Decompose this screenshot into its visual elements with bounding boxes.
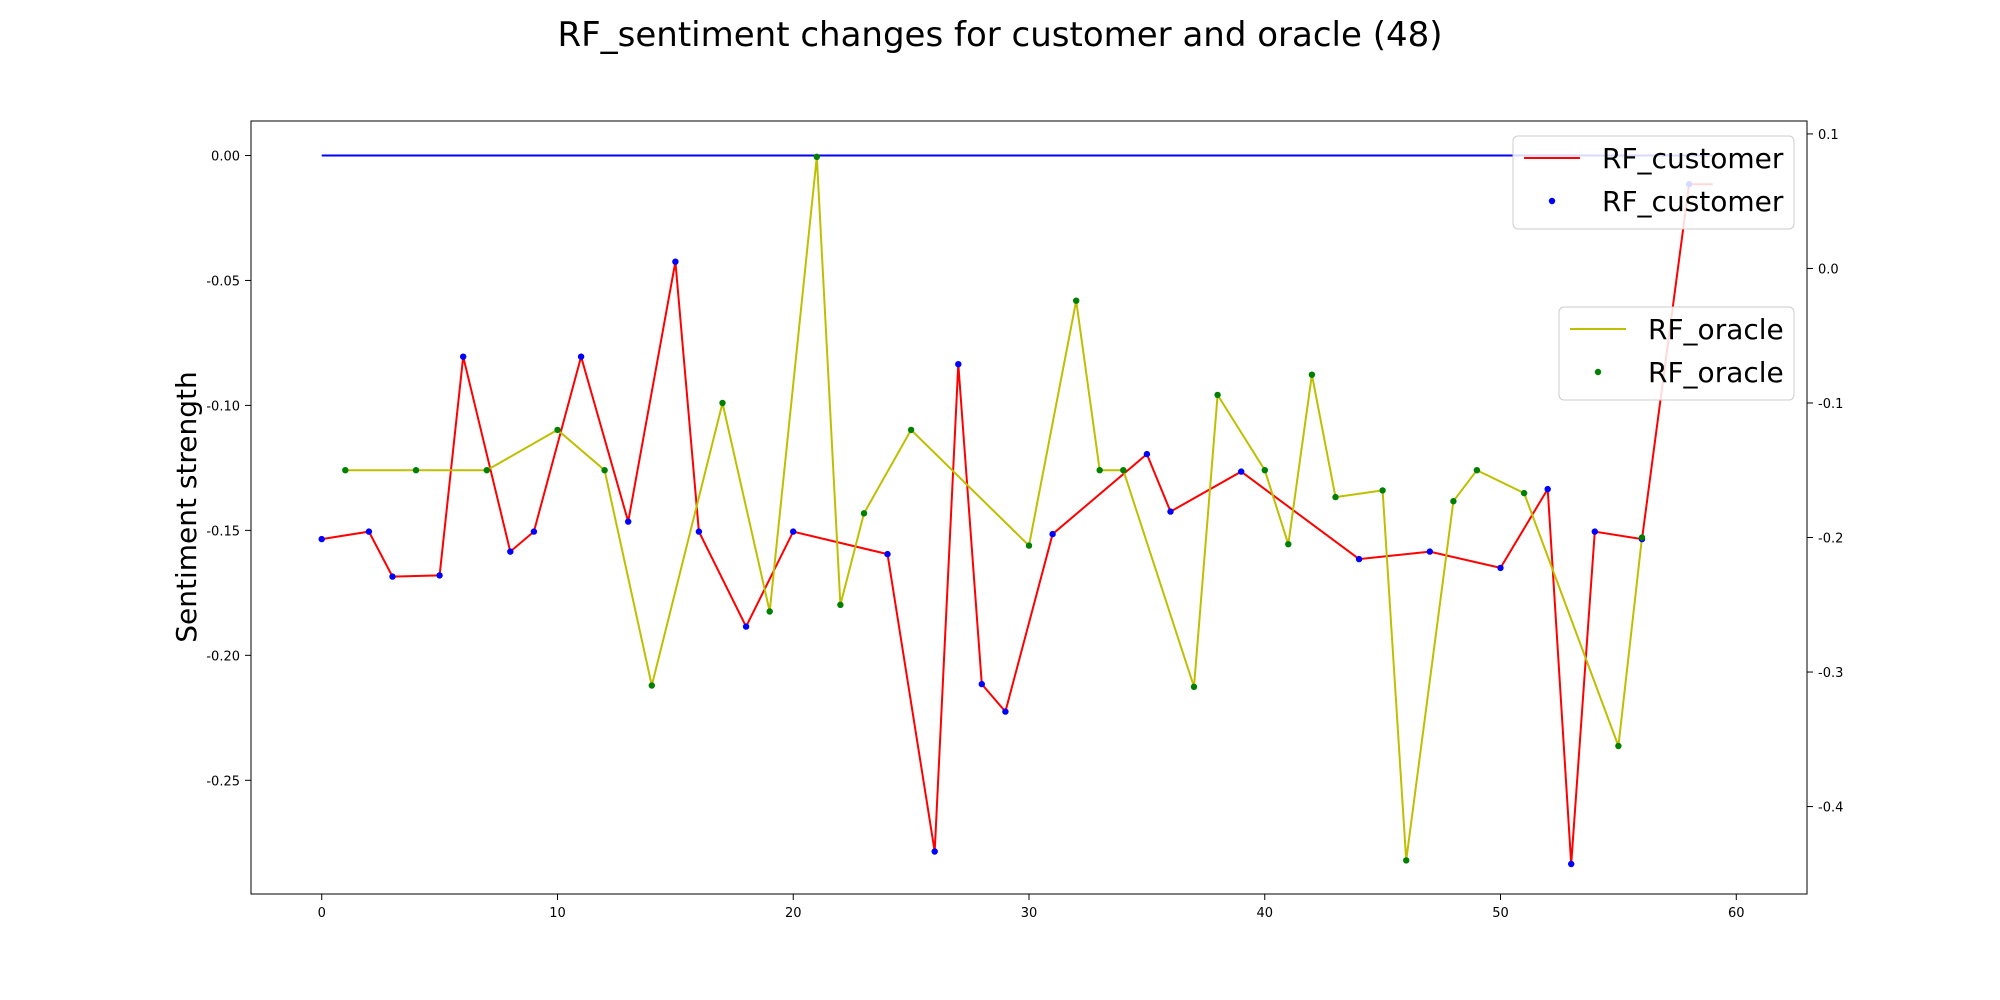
legend-oracle-marker-swatch	[1594, 368, 1602, 376]
data-point-rf-customer	[1591, 528, 1599, 535]
x-tick-label: 60	[1728, 906, 1745, 921]
data-point-rf-oracle	[1332, 493, 1339, 501]
x-tick-label: 30	[1021, 906, 1038, 921]
data-point-rf-oracle	[342, 467, 349, 474]
data-point-rf-customer	[790, 528, 797, 535]
data-point-rf-customer	[978, 680, 985, 688]
data-point-rf-customer	[884, 550, 891, 558]
data-point-rf-oracle	[1096, 467, 1103, 474]
legend-customer-box	[1512, 135, 1795, 230]
legend-oracle-line-label: RF_oracle	[1648, 313, 1784, 346]
data-point-rf-customer	[1002, 708, 1009, 715]
x-tick-label: 40	[1256, 906, 1273, 921]
y-right-tick-label: 0.0	[1818, 262, 1839, 277]
data-point-rf-customer	[1167, 508, 1174, 515]
data-point-rf-oracle	[1261, 467, 1269, 474]
series-lines	[321, 156, 1713, 865]
y-right-tick-label: 0.1	[1818, 128, 1839, 143]
data-point-rf-oracle	[1520, 489, 1528, 497]
data-point-rf-oracle	[554, 426, 561, 434]
data-point-rf-oracle	[648, 682, 655, 689]
data-point-rf-customer	[530, 528, 538, 535]
y-left-tick-label: -0.15	[206, 524, 240, 539]
data-point-rf-customer	[931, 848, 938, 855]
y-left-tick-label: -0.25	[206, 774, 240, 789]
data-point-rf-oracle	[1450, 498, 1457, 505]
data-point-rf-oracle	[1615, 742, 1622, 750]
data-point-rf-oracle	[483, 467, 490, 474]
x-tick-label: 0	[318, 906, 326, 921]
legend-customer: RF_customer RF_customer	[1512, 135, 1795, 230]
data-point-rf-oracle	[1308, 371, 1316, 378]
data-point-rf-oracle	[1285, 541, 1292, 548]
x-axis: 0 10 20 30 40 50 60	[318, 894, 1745, 921]
data-point-rf-customer	[742, 623, 750, 630]
data-point-rf-customer	[1143, 450, 1151, 458]
data-point-rf-oracle	[907, 426, 915, 434]
data-point-rf-oracle	[837, 601, 844, 608]
data-point-rf-oracle	[1214, 391, 1221, 399]
legend-oracle-box	[1558, 306, 1795, 401]
chart-title: RF_sentiment changes for customer and or…	[557, 15, 1442, 55]
data-point-rf-customer	[318, 535, 325, 543]
y-right-tick-label: -0.1	[1818, 397, 1843, 412]
data-point-rf-oracle	[1638, 534, 1646, 541]
data-point-rf-customer	[1568, 860, 1575, 868]
y-axis-right: 0.1 0.0 -0.1 -0.2 -0.3 -0.4	[1807, 128, 1843, 816]
plot-frame	[250, 120, 1808, 895]
data-point-rf-oracle	[860, 510, 868, 517]
series-markers	[318, 153, 1693, 868]
legend-oracle: RF_oracle RF_oracle	[1558, 306, 1795, 401]
series-line-rf-customer	[321, 183, 1713, 865]
legend-customer-marker-swatch	[1548, 197, 1556, 205]
data-point-rf-customer	[365, 528, 373, 535]
data-point-rf-customer	[460, 353, 467, 360]
data-point-rf-oracle	[813, 153, 820, 160]
y-right-tick-label: -0.4	[1818, 801, 1843, 816]
data-point-rf-customer	[577, 353, 585, 360]
data-point-rf-oracle	[1120, 467, 1127, 474]
plot-area	[250, 120, 1808, 895]
data-point-rf-oracle	[719, 399, 726, 407]
data-point-rf-oracle	[601, 467, 608, 474]
data-point-rf-customer	[1426, 548, 1434, 555]
data-point-rf-oracle	[766, 608, 773, 615]
data-point-rf-oracle	[1073, 297, 1080, 304]
data-point-rf-oracle	[1473, 467, 1481, 474]
data-point-rf-customer	[389, 573, 396, 580]
y-left-tick-label: 0.00	[211, 149, 240, 164]
x-tick-label: 20	[785, 906, 802, 921]
data-point-rf-oracle	[1025, 542, 1033, 549]
data-point-rf-customer	[625, 518, 632, 525]
data-point-rf-customer	[672, 258, 679, 265]
data-point-rf-customer	[1544, 485, 1551, 493]
legend-customer-line-label: RF_customer	[1602, 142, 1784, 175]
data-point-rf-oracle	[1403, 857, 1410, 864]
y-left-tick-label: -0.20	[206, 649, 240, 664]
data-point-rf-oracle	[412, 467, 420, 474]
legend-customer-marker-label: RF_customer	[1602, 185, 1784, 218]
data-point-rf-oracle	[1190, 683, 1198, 690]
legend-oracle-marker-label: RF_oracle	[1648, 356, 1784, 389]
y-right-tick-label: -0.3	[1818, 666, 1843, 681]
data-point-rf-customer	[1497, 564, 1504, 572]
data-point-rf-customer	[507, 548, 514, 555]
data-point-rf-customer	[955, 361, 962, 368]
data-point-rf-customer	[1049, 530, 1056, 538]
data-point-rf-customer	[1355, 555, 1363, 563]
x-tick-label: 50	[1492, 906, 1509, 921]
y-right-tick-label: -0.2	[1818, 531, 1843, 546]
data-point-rf-oracle	[1379, 487, 1386, 494]
x-tick-label: 10	[549, 906, 566, 921]
y-left-tick-label: -0.10	[206, 399, 240, 414]
y-left-tick-label: -0.05	[206, 274, 240, 289]
y-axis-left: 0.00 -0.05 -0.10 -0.15 -0.20 -0.25	[206, 149, 251, 789]
data-point-rf-customer	[436, 572, 443, 579]
y-axis-label: Sentiment strength	[170, 371, 203, 643]
data-point-rf-customer	[695, 528, 703, 535]
data-point-rf-customer	[1238, 468, 1245, 475]
